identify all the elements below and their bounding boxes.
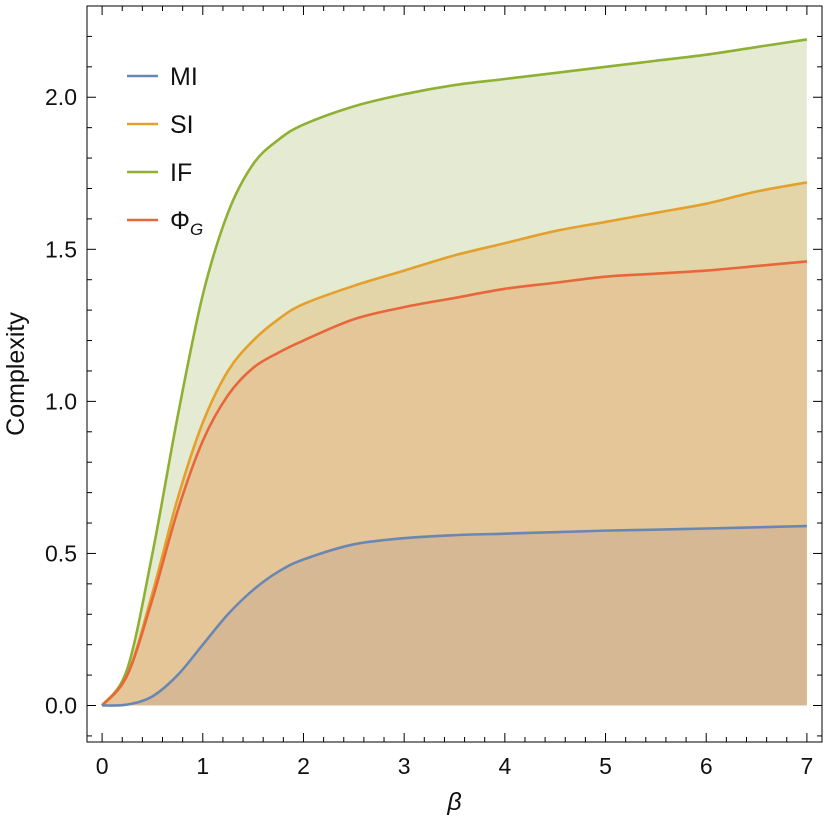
- legend-label: MI: [170, 63, 198, 91]
- y-axis-label: Complexity: [2, 312, 30, 436]
- axis-ticks: [87, 6, 822, 742]
- x-tick-label: 2: [297, 753, 310, 779]
- legend-subscript: G: [190, 220, 203, 239]
- y-tick-label: 1.5: [45, 236, 77, 262]
- legend-label: ΦG: [170, 207, 203, 239]
- line-mi: [102, 524, 807, 707]
- x-tick-label: 6: [700, 753, 713, 779]
- legend-label: SI: [170, 111, 194, 139]
- line-g: [101, 260, 808, 707]
- area-mi: [102, 526, 807, 706]
- tick-labels: 0 1 2 3 4 5 6 7 0.0 0.5 1.0 1.5 2.0: [45, 84, 813, 779]
- x-tick-label: 5: [599, 753, 612, 779]
- y-tick-label: 0.0: [45, 693, 77, 719]
- legend: MI SI IF ΦG: [127, 63, 203, 239]
- legend-label: IF: [170, 159, 192, 187]
- plot-frame: [86, 5, 823, 743]
- y-tick-label: 2.0: [45, 84, 77, 110]
- series-lines: [101, 38, 808, 707]
- y-tick-label: 0.5: [45, 540, 77, 566]
- line-si: [101, 181, 808, 707]
- x-tick-label: 4: [498, 753, 511, 779]
- y-tick-label: 1.0: [45, 388, 77, 414]
- line-if: [101, 38, 808, 707]
- x-axis-label: β: [446, 788, 461, 816]
- x-tick-label: 0: [96, 753, 109, 779]
- x-tick-label: 3: [398, 753, 411, 779]
- x-tick-label: 7: [800, 753, 813, 779]
- area-fills: [102, 39, 807, 706]
- x-tick-label: 1: [196, 753, 209, 779]
